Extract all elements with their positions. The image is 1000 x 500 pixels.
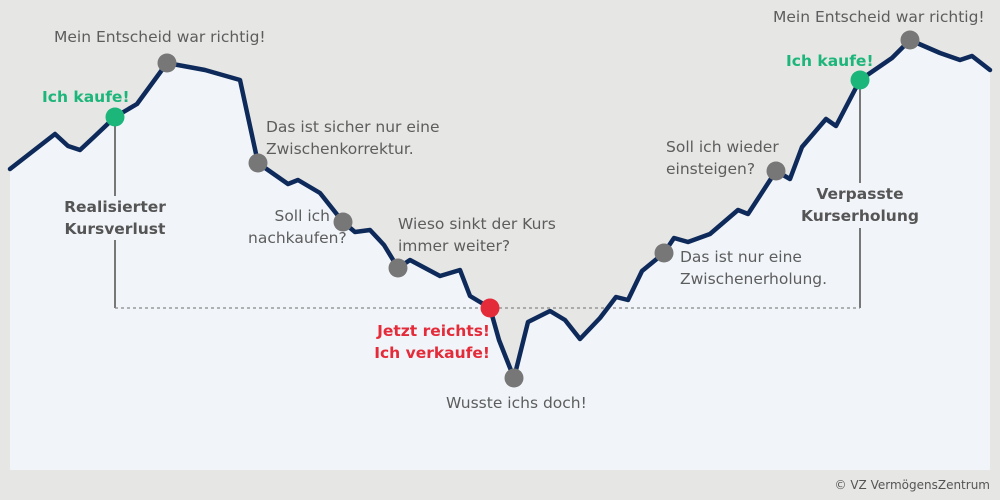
price-line: [7, 37, 993, 381]
label-right-2: Mein Entscheid war richtig!: [773, 8, 985, 26]
label-wieder-line1: Soll ich wieder: [666, 138, 779, 156]
label-nachkaufen: Soll ich nachkaufen?: [248, 205, 347, 249]
marker-9: [766, 161, 786, 181]
annotation-realized-loss-line2: Kursverlust: [64, 220, 166, 238]
marker-5: [388, 258, 408, 278]
label-correction: Das ist sicher nur eine Zwischenkorrektu…: [266, 116, 440, 160]
label-buy-1: Ich kaufe!: [42, 88, 130, 106]
label-right-1: Mein Entscheid war richtig!: [54, 28, 266, 46]
marker-3: [248, 153, 268, 173]
label-nachkaufen-line1: Soll ich: [274, 207, 330, 225]
label-correction-line2: Zwischenkorrektur.: [266, 140, 414, 158]
label-sell: Jetzt reichts! Ich verkaufe!: [360, 320, 490, 364]
annotation-missed-recovery: Verpasste Kurserholung: [800, 183, 920, 227]
label-zwischenerholung-line1: Das ist nur eine: [680, 248, 802, 266]
annotation-realized-loss: Realisierter Kursverlust: [55, 196, 175, 240]
label-wieso-line2: immer weiter?: [398, 237, 511, 255]
label-wusste: Wusste ichs doch!: [446, 394, 587, 412]
marker-10: [850, 70, 870, 90]
marker-6: [480, 298, 500, 318]
label-sell-line1: Jetzt reichts!: [377, 322, 490, 340]
label-wieder-einsteigen: Soll ich wieder einsteigen?: [666, 136, 779, 180]
label-correction-line1: Das ist sicher nur eine: [266, 118, 440, 136]
label-zwischenerholung: Das ist nur eine Zwischenerholung.: [680, 246, 827, 290]
annotation-realized-loss-line1: Realisierter: [64, 198, 166, 216]
label-wieder-line2: einsteigen?: [666, 160, 756, 178]
label-sell-line2: Ich verkaufe!: [374, 344, 490, 362]
annotation-missed-recovery-line2: Kurserholung: [801, 207, 919, 225]
label-wieso: Wieso sinkt der Kurs immer weiter?: [398, 213, 556, 257]
label-buy-2: Ich kaufe!: [786, 52, 874, 70]
marker-11: [900, 30, 920, 50]
marker-4: [333, 212, 353, 232]
label-nachkaufen-line2: nachkaufen?: [248, 229, 347, 247]
marker-8: [654, 243, 674, 263]
copyright-text: © VZ VermögensZentrum: [834, 478, 990, 492]
marker-7: [504, 368, 524, 388]
label-zwischenerholung-line2: Zwischenerholung.: [680, 270, 828, 288]
marker-1: [105, 107, 125, 127]
label-wieso-line1: Wieso sinkt der Kurs: [398, 215, 556, 233]
area-fill: [10, 40, 990, 470]
annotation-missed-recovery-line1: Verpasste: [816, 185, 904, 203]
marker-2: [157, 53, 177, 73]
